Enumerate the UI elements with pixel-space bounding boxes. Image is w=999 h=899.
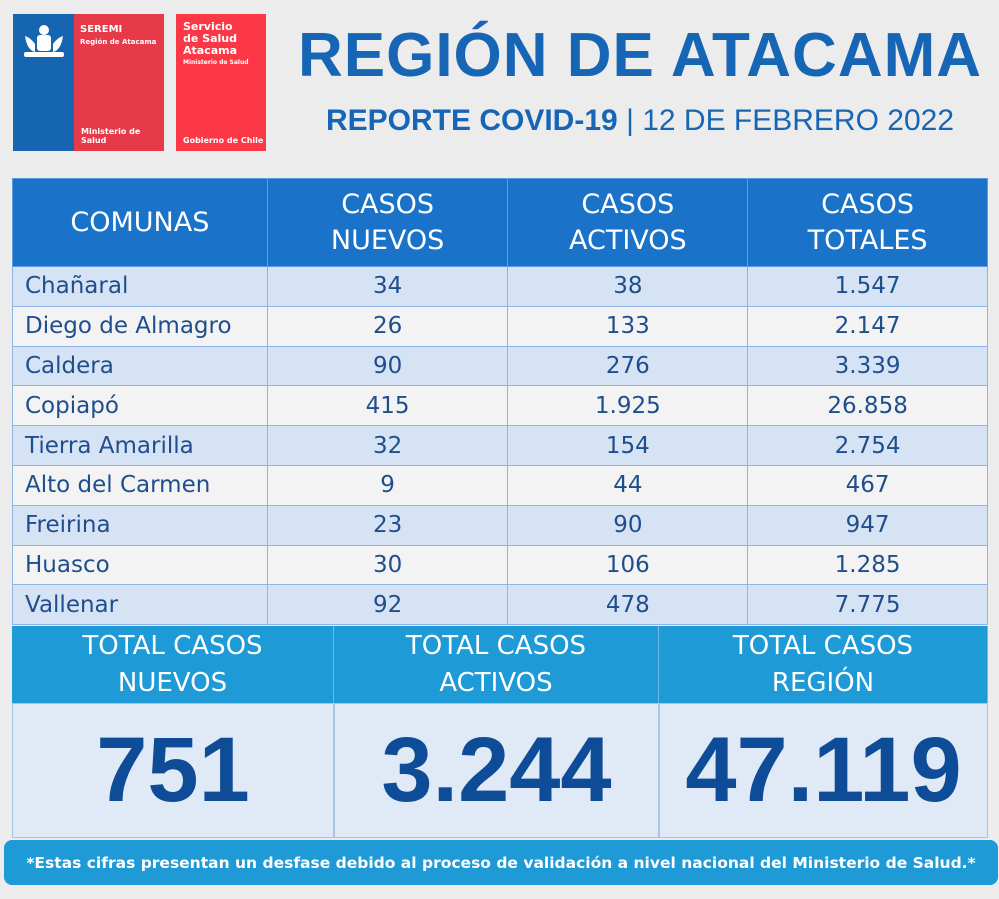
casos-totales: 2.147: [747, 305, 988, 347]
casos-activos: 106: [507, 544, 749, 586]
table-row: Alto del Carmen 9 44 467: [12, 464, 988, 506]
casos-totales: 2.754: [747, 425, 988, 466]
casos-activos: 478: [507, 584, 749, 626]
column-header-line1: COMUNAS: [70, 206, 210, 238]
casos-nuevos: 30: [266, 544, 509, 586]
total-value: 3.244: [334, 703, 659, 838]
seremi-logo: SEREMI Región de Atacama Ministerio de S…: [13, 14, 164, 151]
casos-activos: 44: [507, 464, 749, 506]
total-header-line1: TOTAL CASOS: [82, 631, 263, 662]
table-row: Freirina 23 90 947: [12, 504, 988, 546]
table-row: Huasco 30 106 1.285: [12, 544, 988, 586]
total-header: TOTAL CASOS REGIÓN: [659, 626, 988, 703]
table-row: Diego de Almagro 26 133 2.147: [12, 305, 988, 347]
casos-activos: 38: [507, 266, 749, 307]
comuna-name: Chañaral: [12, 266, 268, 307]
total-header-line1: TOTAL CASOS: [732, 631, 914, 662]
comuna-name: Alto del Carmen: [12, 464, 268, 506]
cases-table: COMUNAS CASOS NUEVOS CASOS ACTIVOS CASOS TOTAL…: [12, 178, 988, 626]
separator: |: [626, 104, 634, 137]
casos-totales: 7.775: [747, 584, 988, 626]
servicio-gov: Gobierno de Chile: [183, 136, 264, 145]
total-header-line2: ACTIVOS: [439, 667, 553, 698]
casos-nuevos: 9: [266, 464, 509, 506]
casos-activos: 133: [507, 305, 749, 347]
table-row: Tierra Amarilla 32 154 2.754: [12, 425, 988, 466]
totals-panel: TOTAL CASOS NUEVOS TOTAL CASOS ACTIVOS TOTAL…: [12, 626, 988, 838]
comuna-name: Freirina: [12, 504, 268, 546]
table-row: Vallenar 92 478 7.775: [12, 584, 988, 626]
casos-activos: 90: [507, 504, 749, 546]
casos-nuevos: 90: [266, 345, 509, 387]
casos-totales: 1.547: [747, 266, 988, 307]
casos-totales: 26.858: [747, 385, 988, 427]
casos-nuevos: 34: [266, 266, 509, 307]
total-header: TOTAL CASOS ACTIVOS: [334, 626, 659, 703]
casos-nuevos: 32: [266, 425, 509, 466]
total-header-line1: TOTAL CASOS: [405, 631, 587, 662]
servicio-line3: Atacama: [183, 44, 238, 58]
column-header: CASOS TOTALES: [747, 178, 988, 267]
column-header-line1: CASOS: [581, 189, 675, 221]
column-header-line1: CASOS: [821, 189, 915, 221]
report-date: 12 DE FEBRERO 2022: [642, 104, 955, 137]
page-title: REGIÓN DE ATACAMA: [297, 21, 983, 90]
column-header-line2: TOTALES: [807, 224, 928, 256]
seremi-title: SEREMI: [80, 24, 123, 35]
comuna-name: Vallenar: [12, 584, 268, 626]
casos-activos: 154: [507, 425, 749, 466]
servicio-salud-logo: Servicio de Salud Atacama Ministerio de …: [176, 14, 266, 151]
column-header-line2: NUEVOS: [330, 224, 445, 256]
column-header: CASOS ACTIVOS: [507, 178, 749, 267]
total-value: 751: [12, 703, 334, 838]
casos-totales: 1.285: [747, 544, 988, 586]
casos-nuevos: 415: [266, 385, 509, 427]
report-subtitle: REPORTE COVID-19 | 12 DE FEBRERO 2022: [290, 104, 990, 138]
casos-totales: 467: [747, 464, 988, 506]
casos-totales: 947: [747, 504, 988, 546]
footer-disclaimer: *Estas cifras presentan un desfase debid…: [4, 840, 998, 885]
report-label: REPORTE COVID-19: [325, 104, 618, 137]
casos-activos: 1.925: [507, 385, 749, 427]
servicio-line1: Servicio: [183, 20, 233, 33]
column-header-line2: ACTIVOS: [569, 224, 687, 256]
servicio-ministry: Ministerio de Salud: [183, 59, 249, 67]
column-header: COMUNAS: [12, 178, 268, 267]
column-header-line1: CASOS: [341, 189, 435, 221]
total-header-line2: NUEVOS: [117, 667, 228, 698]
casos-totales: 3.339: [747, 345, 988, 387]
comuna-name: Copiapó: [12, 385, 268, 427]
total-header-line2: REGIÓN: [771, 667, 875, 698]
comuna-name: Huasco: [12, 544, 268, 586]
servicio-line2: de Salud: [183, 32, 237, 46]
casos-nuevos: 26: [266, 305, 509, 347]
comuna-name: Diego de Almagro: [12, 305, 268, 347]
column-header: CASOS NUEVOS: [266, 178, 509, 267]
casos-activos: 276: [507, 345, 749, 387]
casos-nuevos: 92: [266, 584, 509, 626]
casos-nuevos: 23: [266, 504, 509, 546]
seremi-ministry: Ministerio de Salud: [81, 127, 141, 145]
total-value: 47.119: [659, 703, 988, 838]
seremi-region: Región de Atacama: [80, 38, 157, 46]
table-row: Caldera 90 276 3.339: [12, 345, 988, 387]
coat-of-arms-icon: [13, 14, 74, 151]
table-row: Copiapó 415 1.925 26.858: [12, 385, 988, 427]
comuna-name: Tierra Amarilla: [12, 425, 268, 466]
table-row: Chañaral 34 38 1.547: [12, 266, 988, 307]
total-header: TOTAL CASOS NUEVOS: [12, 626, 334, 703]
comuna-name: Caldera: [12, 345, 268, 387]
